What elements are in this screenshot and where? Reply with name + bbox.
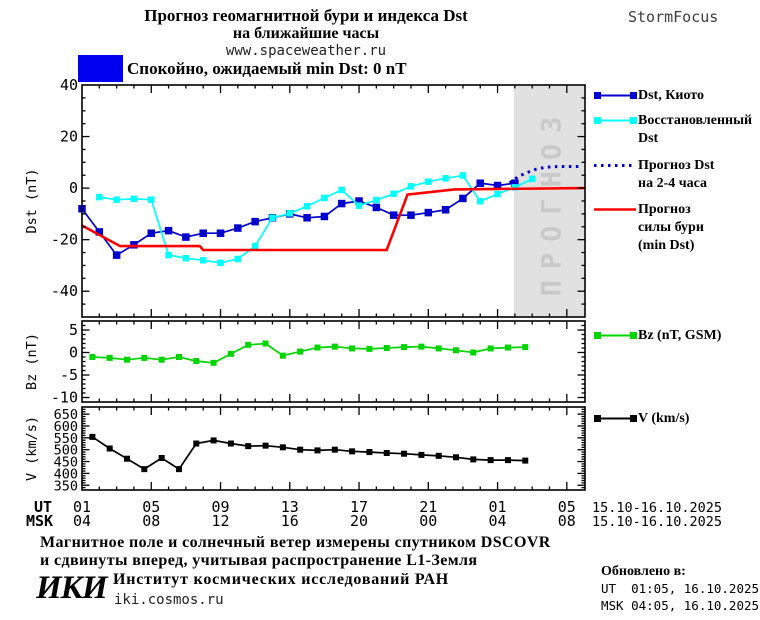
svg-text:5: 5: [69, 321, 78, 339]
legend-item-reconstructed-dst: Восстановленный Dst: [586, 112, 752, 148]
website-text: www.spaceweather.ru: [225, 43, 387, 59]
svg-text:400: 400: [54, 466, 78, 482]
svg-text:-5: -5: [60, 366, 78, 384]
svg-text:09: 09: [211, 498, 229, 516]
svg-text:16: 16: [281, 512, 299, 530]
svg-text:-40: -40: [51, 282, 78, 300]
dst-kyoto-line-sample: [594, 92, 637, 99]
v-line-sample: [594, 415, 637, 422]
storm-forecast-line-sample: [594, 208, 636, 211]
svg-text:600: 600: [54, 419, 78, 435]
svg-text:-10: -10: [51, 389, 78, 407]
svg-text:15.10-16.10.2025: 15.10-16.10.2025: [592, 500, 722, 516]
svg-text:20: 20: [350, 512, 368, 530]
svg-text:12: 12: [211, 512, 229, 530]
svg-text:08: 08: [142, 512, 160, 530]
svg-text:0: 0: [69, 179, 78, 197]
measurement-note-line2: и сдвинуты вперед, учитывая распростране…: [40, 552, 478, 569]
institute-name: Институт космических исследований РАН: [113, 571, 450, 588]
legend-label: V (km/s): [638, 411, 690, 426]
page-title-line2: на ближайшие часы: [232, 25, 380, 42]
legend-label: силы бури: [638, 220, 704, 235]
page-title-line1: Прогноз геомагнитной бури и индекса Dst: [144, 6, 468, 25]
svg-text:450: 450: [54, 455, 78, 471]
svg-text:15.10-16.10.2025: 15.10-16.10.2025: [592, 514, 722, 530]
updated-label: Обновлено в:: [601, 564, 686, 579]
svg-text:500: 500: [54, 443, 78, 459]
updated-msk: MSK 04:05, 16.10.2025: [601, 598, 760, 613]
legend-item-dst-kyoto: Dst, Киото: [586, 87, 704, 105]
svg-text:01: 01: [73, 498, 91, 516]
svg-text:0: 0: [69, 344, 78, 362]
svg-text:350: 350: [54, 478, 78, 494]
legend-item-storm-strength-forecast: Прогноз силы бури (min Dst): [586, 201, 704, 255]
legend-label: (min Dst): [638, 238, 695, 253]
storm-level-swatch: [78, 55, 123, 82]
svg-text:V (km/s): V (km/s): [24, 416, 40, 481]
legend-item-v: V (km/s): [586, 410, 689, 428]
legend-item-bz: Bz (nT, GSM): [586, 327, 721, 345]
svg-text:04: 04: [489, 512, 507, 530]
svg-text:Bz (nT): Bz (nT): [24, 333, 40, 390]
updated-block: Обновлено в: UT 01:05, 16.10.2025 MSK 04…: [601, 563, 759, 614]
legend-label: Прогноз Dst: [638, 158, 715, 173]
dst-forecast-dotted-sample: [594, 164, 636, 167]
legend-label: Прогноз: [638, 202, 691, 217]
measurement-note-line1: Магнитное поле и солнечный ветер измерен…: [40, 534, 551, 551]
institute-site: iki.cosmos.ru: [114, 592, 224, 608]
svg-text:00: 00: [419, 512, 437, 530]
svg-text:20: 20: [60, 128, 78, 146]
legend-item-dst-forecast: Прогноз Dst на 2-4 часа: [586, 157, 714, 193]
svg-text:13: 13: [281, 498, 299, 516]
legend-label: Bz (nT, GSM): [638, 328, 722, 343]
svg-text:-20: -20: [51, 231, 78, 249]
svg-text:40: 40: [60, 76, 78, 94]
updated-ut: UT 01:05, 16.10.2025: [601, 581, 760, 596]
svg-text:04: 04: [73, 512, 91, 530]
svg-text:Dst (nT): Dst (nT): [24, 168, 40, 233]
svg-text:MSK: MSK: [26, 512, 53, 530]
svg-text:UT: UT: [34, 498, 52, 516]
bz-line-sample: [594, 332, 637, 339]
storm-status-text: Спокойно, ожидаемый min Dst: 0 nT: [127, 59, 407, 78]
svg-text:08: 08: [558, 512, 576, 530]
legend-label: Восстановленный: [638, 113, 753, 128]
legend-label: на 2-4 часа: [638, 176, 708, 191]
svg-text:ПРОГНОЗ: ПРОГНОЗ: [536, 106, 567, 297]
svg-text:21: 21: [419, 498, 437, 516]
svg-text:01: 01: [489, 498, 507, 516]
iki-logo: ИКИ: [36, 570, 108, 606]
svg-text:650: 650: [54, 407, 78, 423]
svg-text:05: 05: [558, 498, 576, 516]
reconstructed-dst-line-sample: [594, 117, 637, 124]
header: Прогноз геомагнитной бури и индекса Dst …: [0, 6, 612, 60]
svg-text:05: 05: [142, 498, 160, 516]
brand-label: StormFocus: [628, 8, 719, 26]
svg-text:550: 550: [54, 431, 78, 447]
svg-text:17: 17: [350, 498, 368, 516]
legend-label: Dst, Киото: [638, 88, 704, 103]
legend-label: Dst: [638, 131, 659, 146]
